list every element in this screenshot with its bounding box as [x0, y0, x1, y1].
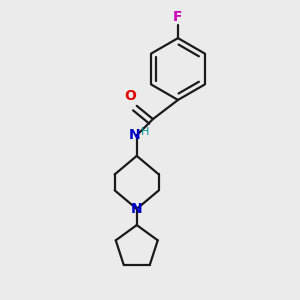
Text: H: H [141, 127, 149, 137]
Text: F: F [173, 10, 183, 24]
Text: N: N [131, 202, 142, 216]
Text: N: N [129, 128, 140, 142]
Text: O: O [124, 89, 136, 103]
